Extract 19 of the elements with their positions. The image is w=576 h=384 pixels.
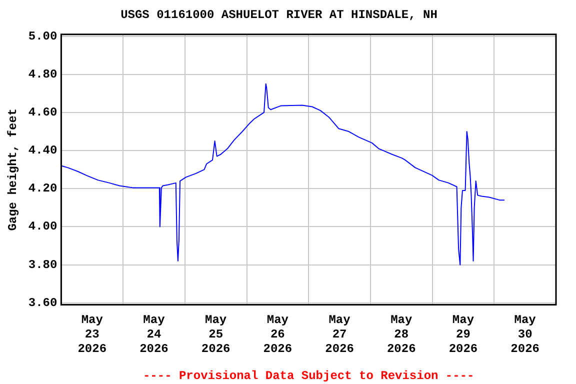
y-tick-label: 4.80	[28, 67, 58, 82]
text: ---- Provisional Data Subject to Revision ----	[142, 369, 474, 384]
y-tick-label: 4.20	[28, 182, 58, 196]
y-tick-label: 4.60	[28, 105, 58, 120]
x-tick-label: May 30 2026	[510, 313, 540, 356]
x-tick-label: May 28 2026	[386, 313, 416, 356]
y-tick-label: 5.00	[28, 29, 58, 44]
y-tick-label: 4.00	[28, 220, 58, 234]
y-axis-title: Gage height, feet	[6, 108, 20, 231]
x-tick-label: May 26 2026	[263, 313, 292, 356]
y-tick-label: 3.60	[28, 296, 58, 310]
x-tick-label: May 23 2026	[78, 313, 107, 356]
x-tick-label: May 25 2026	[201, 313, 230, 356]
y-tick-label: 3.80	[28, 258, 58, 272]
x-tick-label: May 29 2026	[448, 313, 478, 356]
x-tick-label: May 27 2026	[325, 313, 354, 356]
chart-title: USGS 01161000 ASHUELOT RIVER AT HINSDALE, NH	[120, 8, 438, 22]
y-tick-label: 4.40	[28, 144, 58, 158]
x-tick-label: May 24 2026	[140, 313, 168, 356]
